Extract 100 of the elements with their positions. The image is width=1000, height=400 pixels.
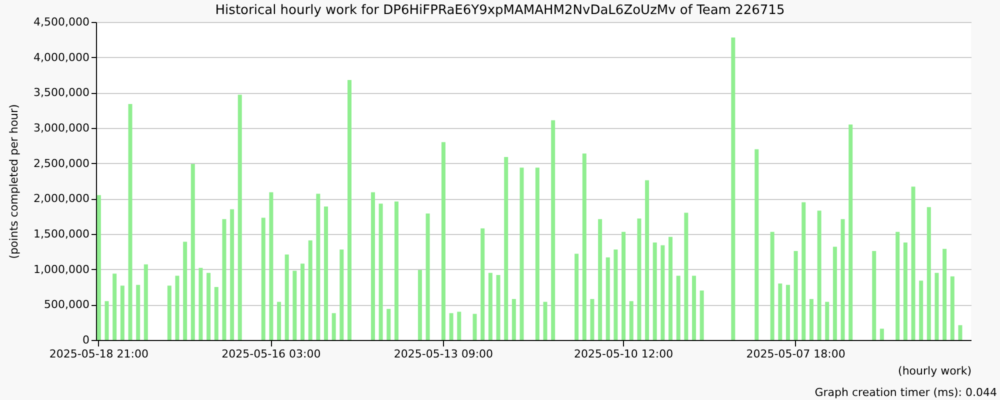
bar xyxy=(183,242,188,340)
bar xyxy=(496,274,500,340)
bar xyxy=(692,276,696,340)
bar xyxy=(332,313,336,340)
y-tick-label: 4,000,000 xyxy=(34,50,90,64)
bar xyxy=(418,270,422,340)
bar xyxy=(308,240,312,340)
bar xyxy=(144,264,148,340)
bar xyxy=(942,248,947,340)
bar xyxy=(614,250,618,340)
y-tick-label: 1,000,000 xyxy=(34,262,90,276)
bar xyxy=(911,186,916,340)
bar xyxy=(175,276,180,340)
y-axis-title: (points completed per hour) xyxy=(8,104,21,259)
bar xyxy=(731,38,736,340)
bar xyxy=(958,325,962,340)
bar xyxy=(324,206,328,340)
bar xyxy=(190,164,195,340)
bar xyxy=(832,246,837,340)
bar xyxy=(872,250,876,340)
bar xyxy=(104,301,109,340)
bar xyxy=(574,254,579,340)
bar xyxy=(903,242,908,340)
bar xyxy=(386,308,391,340)
y-tick-label: 3,000,000 xyxy=(34,122,90,134)
bar xyxy=(261,218,266,340)
bar xyxy=(300,264,305,340)
bar xyxy=(622,232,626,340)
bar xyxy=(128,104,132,340)
bar xyxy=(394,201,398,340)
bar xyxy=(136,284,140,340)
bar xyxy=(120,286,124,340)
bar xyxy=(535,168,540,340)
bar xyxy=(676,276,680,340)
bar xyxy=(230,209,234,340)
bar xyxy=(472,314,477,340)
bar xyxy=(543,302,548,340)
bar xyxy=(269,192,274,340)
bar xyxy=(950,276,954,340)
bar xyxy=(488,272,492,340)
bar xyxy=(238,94,242,340)
x-tick-label: 2025-05-10 12:00 xyxy=(574,348,674,360)
bar xyxy=(896,232,900,340)
y-tick-label: 2,500,000 xyxy=(34,156,90,170)
bar xyxy=(370,192,375,340)
bar xyxy=(934,272,939,340)
chart-title: Historical hourly work for DP6HiFPRaE6Y9xpMAMAHM2NvDaL6ZoUzMv of Team 226715 xyxy=(215,3,785,18)
bar xyxy=(880,328,884,340)
bar xyxy=(222,219,226,340)
y-tick-label: 500,000 xyxy=(44,298,90,312)
bar xyxy=(198,268,203,340)
bar xyxy=(802,202,806,340)
y-tick-label: 0 xyxy=(82,334,90,346)
bar xyxy=(919,280,924,340)
bar xyxy=(926,207,931,340)
bar xyxy=(214,287,218,340)
bar xyxy=(284,254,289,340)
bar xyxy=(840,219,845,340)
bar xyxy=(112,274,117,340)
bar xyxy=(637,218,642,340)
bar xyxy=(551,120,556,340)
bar xyxy=(848,124,853,340)
x-tick-label: 2025-05-13 09:00 xyxy=(394,348,494,360)
bar xyxy=(668,236,673,340)
bar xyxy=(582,153,586,340)
bar xyxy=(520,168,524,340)
y-tick-label: 4,500,000 xyxy=(34,16,90,28)
bar xyxy=(825,302,830,340)
y-tick-label: 3,500,000 xyxy=(34,86,90,100)
bar xyxy=(606,257,610,340)
bar xyxy=(378,204,383,340)
bar xyxy=(480,228,485,340)
bar xyxy=(754,149,759,340)
bar xyxy=(292,270,297,340)
y-tick-label: 1,500,000 xyxy=(34,228,90,240)
bar xyxy=(206,272,211,340)
bar xyxy=(96,195,101,340)
bar xyxy=(316,194,320,340)
bar xyxy=(167,286,172,340)
bar xyxy=(660,245,665,340)
bar xyxy=(441,142,446,340)
bar xyxy=(590,299,594,340)
bar xyxy=(700,290,704,340)
bar xyxy=(645,180,650,340)
text: Graph creation timer (ms): 0.044 xyxy=(814,386,997,399)
x-tick-label: 2025-05-07 18:00 xyxy=(746,348,846,360)
bar xyxy=(778,283,782,340)
bar xyxy=(652,242,657,340)
y-tick-label: 2,000,000 xyxy=(34,192,90,206)
x-tick-label: 2025-05-18 21:00 xyxy=(49,348,148,360)
bar xyxy=(598,219,602,340)
bar xyxy=(449,313,454,340)
x-tick-label: 2025-05-16 03:00 xyxy=(222,348,321,360)
bar xyxy=(684,212,688,340)
bar xyxy=(277,302,282,340)
bar xyxy=(770,232,774,340)
bar xyxy=(817,210,822,340)
bar xyxy=(629,301,634,340)
bar xyxy=(457,312,462,340)
bar xyxy=(512,299,516,340)
